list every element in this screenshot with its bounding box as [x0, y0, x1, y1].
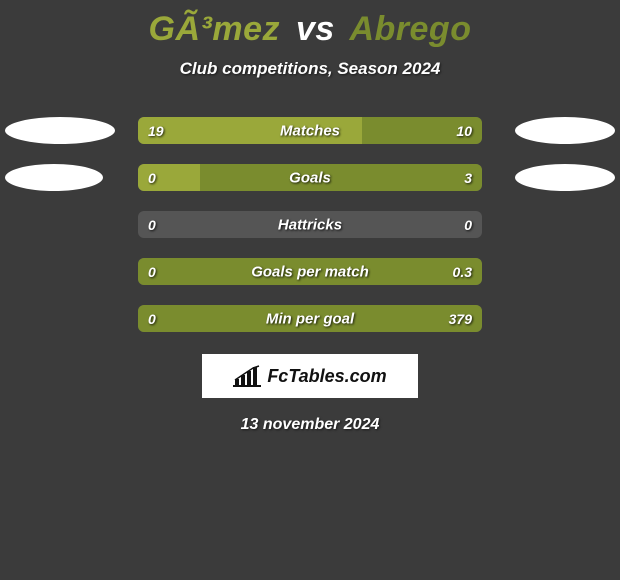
stat-bar: 0 0Hattricks	[138, 211, 482, 238]
player1-oval	[5, 164, 103, 191]
comparison-card: GÃ³mez vs Abrego Club competitions, Seas…	[0, 0, 620, 434]
player2-bar-fill	[138, 258, 482, 285]
player2-value: 0	[464, 217, 472, 233]
subtitle: Club competitions, Season 2024	[0, 59, 620, 79]
stat-row: 0379Min per goal	[0, 305, 620, 332]
stat-row: 00.3Goals per match	[0, 258, 620, 285]
stat-label: Hattricks	[138, 216, 482, 233]
player2-bar-fill	[138, 305, 482, 332]
player2-name: Abrego	[349, 10, 471, 48]
title-vs: vs	[296, 10, 335, 48]
player2-oval	[515, 164, 615, 191]
bar-chart-icon	[233, 365, 261, 387]
stat-bar: 00.3Goals per match	[138, 258, 482, 285]
player1-oval	[5, 117, 115, 144]
player2-oval	[515, 117, 615, 144]
branding-badge[interactable]: FcTables.com	[202, 354, 418, 398]
player2-bar-fill	[362, 117, 482, 144]
stat-bar: 0379Min per goal	[138, 305, 482, 332]
date-text: 13 november 2024	[0, 416, 620, 434]
stat-row: 0 0Hattricks	[0, 211, 620, 238]
page-title: GÃ³mez vs Abrego	[0, 6, 620, 51]
stat-bar: 03Goals	[138, 164, 482, 191]
player1-bar-fill	[138, 117, 362, 144]
stat-row: 1910Matches	[0, 117, 620, 144]
player1-name: GÃ³mez	[149, 10, 280, 48]
player1-value: 0	[148, 217, 156, 233]
branding-text: FcTables.com	[267, 366, 386, 387]
player1-bar-fill	[138, 164, 200, 191]
stat-rows: 1910Matches 03Goals 0 0Hattricks 00.3Goals p…	[0, 117, 620, 332]
player2-bar-fill	[200, 164, 482, 191]
stat-bar: 1910Matches	[138, 117, 482, 144]
stat-row: 03Goals	[0, 164, 620, 191]
